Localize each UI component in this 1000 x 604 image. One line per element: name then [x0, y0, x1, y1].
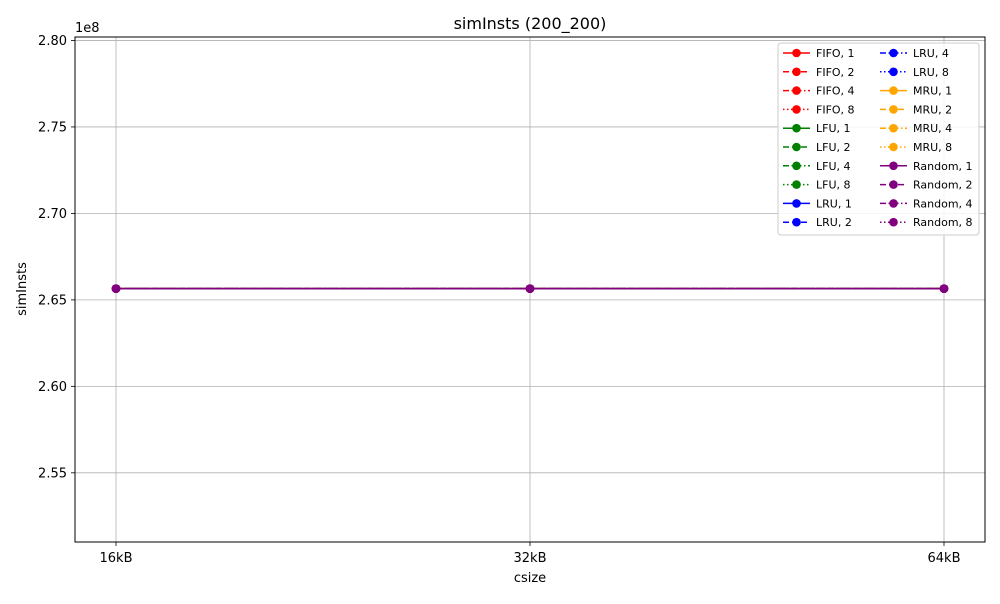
legend-marker: [889, 199, 898, 208]
legend-label: MRU, 2: [913, 103, 952, 116]
legend-marker: [792, 86, 801, 95]
legend-label: LFU, 4: [816, 160, 851, 173]
legend-label: Random, 4: [913, 197, 973, 210]
x-tick-label: 64kB: [928, 551, 961, 566]
legend-label: LFU, 2: [816, 141, 851, 154]
series-point: [525, 284, 535, 293]
legend-marker: [889, 123, 898, 133]
y-offset-label: 1e8: [75, 21, 100, 36]
legend-marker: [792, 105, 801, 114]
ticks: 16kB 32kB 64kB 2.55 2.60 2.65 2.70 2.75 2.80: [38, 34, 960, 566]
legend-marker: [889, 161, 898, 171]
legend-label: FIFO, 2: [816, 66, 855, 79]
x-tick-label: 32kB: [514, 551, 547, 566]
legend-marker: [792, 48, 801, 58]
legend-label: MRU, 4: [913, 122, 952, 135]
legend-label: LRU, 4: [913, 47, 949, 60]
y-tick-label: 2.55: [38, 466, 67, 481]
legend-label: Random, 2: [913, 179, 973, 192]
legend-label: LRU, 8: [913, 66, 949, 79]
legend-marker: [792, 67, 801, 77]
legend-marker: [889, 105, 898, 114]
legend-box: [777, 42, 980, 236]
y-tick-label: 2.80: [38, 34, 67, 49]
legend-marker: [889, 142, 898, 152]
legend-label: LRU, 1: [816, 197, 852, 210]
legend-marker: [889, 86, 898, 95]
y-tick-label: 2.65: [38, 293, 67, 308]
legend-marker: [889, 217, 898, 227]
legend-marker: [889, 48, 898, 58]
legend-label: FIFO, 1: [816, 47, 855, 60]
legend-label: MRU, 1: [913, 85, 952, 98]
series-point: [939, 284, 949, 293]
legend-label: Random, 8: [913, 216, 973, 229]
chart-title: simInsts (200_200): [454, 14, 607, 34]
legend-marker: [792, 142, 801, 152]
legend-marker: [792, 161, 801, 171]
legend-marker: [889, 67, 898, 77]
legend-label: FIFO, 8: [816, 103, 855, 116]
y-axis-label: simInsts: [15, 262, 30, 316]
legend-label: LFU, 1: [816, 122, 851, 135]
legend: FIFO, 1 FIFO, 2 FIFO, 4 FIFO, 8 LFU, 1 LFU, 2…: [777, 42, 980, 236]
legend-marker: [792, 123, 801, 133]
legend-marker: [792, 180, 801, 189]
y-tick-label: 2.60: [38, 380, 67, 395]
y-tick-label: 2.70: [38, 207, 67, 222]
series-point: [111, 284, 121, 293]
x-tick-label: 16kB: [100, 551, 133, 566]
y-tick-label: 2.75: [38, 120, 67, 135]
legend-label: FIFO, 4: [816, 85, 855, 98]
legend-label: MRU, 8: [913, 141, 952, 154]
legend-label: LRU, 2: [816, 216, 852, 229]
x-axis-label: csize: [514, 571, 546, 586]
legend-marker: [889, 180, 898, 189]
legend-label: Random, 1: [913, 160, 973, 173]
legend-marker: [792, 199, 801, 208]
legend-marker: [792, 217, 801, 227]
series-layer: [111, 284, 949, 293]
legend-label: LFU, 8: [816, 179, 851, 192]
